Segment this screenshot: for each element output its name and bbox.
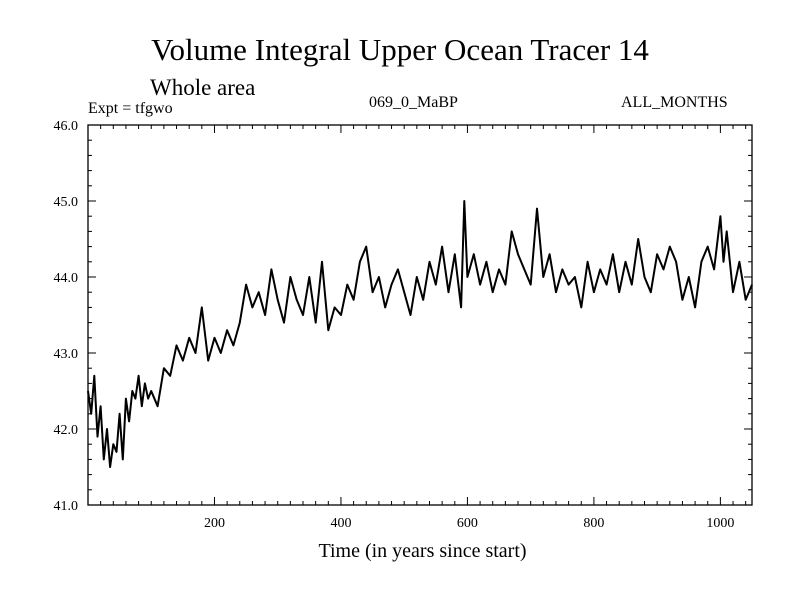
chart-title: Volume Integral Upper Ocean Tracer 14 [151, 32, 649, 67]
x-axis-label: Time (in years since start) [318, 540, 527, 562]
data-series-line [87, 200, 753, 468]
plot-frame [87, 124, 753, 506]
x-tick-label: 600 [457, 516, 478, 531]
x-tick-label: 800 [583, 516, 604, 531]
run-label: 069_0_MaBP [369, 94, 458, 111]
tick-labels: 200 400 600 800 1000 41.0 42.0 43.0 44.0 45.0 46.0 [54, 119, 735, 531]
axis-ticks [88, 125, 752, 505]
y-tick-label: 46.0 [54, 119, 79, 134]
months-label: ALL_MONTHS [621, 94, 728, 111]
x-tick-label: 1000 [706, 516, 734, 531]
chart-subtitle: Whole area [150, 75, 256, 100]
y-tick-label: 45.0 [54, 195, 79, 210]
experiment-label: Expt = tfgwo [88, 100, 173, 117]
y-tick-label: 41.0 [54, 499, 79, 514]
y-tick-label: 43.0 [54, 347, 79, 362]
y-tick-label: 42.0 [54, 423, 79, 438]
y-tick-label: 44.0 [54, 271, 79, 286]
x-tick-label: 400 [330, 516, 351, 531]
x-tick-label: 200 [204, 516, 225, 531]
